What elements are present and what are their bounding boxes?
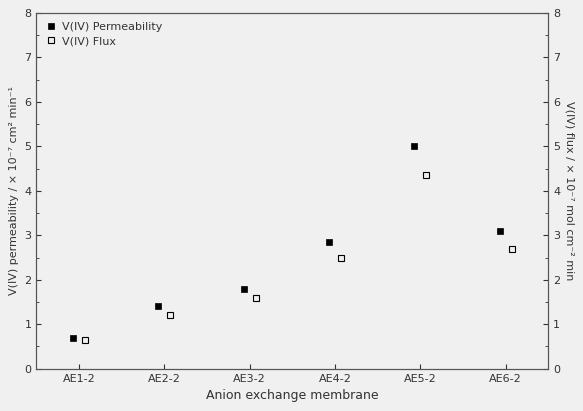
- V(IV) Flux: [252, 295, 259, 300]
- V(IV) Permeability: [155, 304, 162, 309]
- V(IV) Flux: [338, 255, 345, 260]
- V(IV) Permeability: [325, 240, 332, 245]
- X-axis label: Anion exchange membrane: Anion exchange membrane: [206, 389, 378, 402]
- V(IV) Flux: [82, 337, 89, 342]
- V(IV) Permeability: [69, 335, 76, 340]
- Legend: V(IV) Permeability, V(IV) Flux: V(IV) Permeability, V(IV) Flux: [42, 18, 166, 50]
- V(IV) Flux: [508, 246, 515, 251]
- Line: V(IV) Flux: V(IV) Flux: [82, 172, 515, 343]
- V(IV) Permeability: [496, 229, 503, 233]
- V(IV) Permeability: [411, 144, 418, 149]
- V(IV) Flux: [167, 313, 174, 318]
- Y-axis label: V(IV) permeability / × 10⁻⁷ cm² min⁻¹: V(IV) permeability / × 10⁻⁷ cm² min⁻¹: [9, 86, 19, 295]
- Line: V(IV) Permeability: V(IV) Permeability: [69, 143, 503, 341]
- Y-axis label: V(IV) flux / × 10⁻⁷ mol cm⁻² min: V(IV) flux / × 10⁻⁷ mol cm⁻² min: [564, 101, 574, 280]
- V(IV) Flux: [423, 173, 430, 178]
- V(IV) Permeability: [240, 286, 247, 291]
